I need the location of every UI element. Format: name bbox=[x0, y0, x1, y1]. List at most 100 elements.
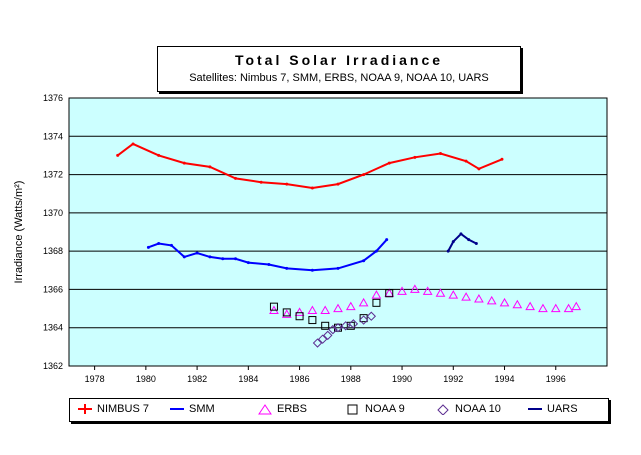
y-tick-label: 1376 bbox=[43, 93, 63, 103]
data-point bbox=[234, 257, 238, 261]
data-point bbox=[182, 255, 186, 259]
legend-marker-noaa10 bbox=[437, 403, 449, 415]
y-tick-label: 1374 bbox=[43, 131, 63, 141]
x-tick-label: 1992 bbox=[443, 374, 463, 384]
data-point bbox=[397, 286, 407, 295]
data-point bbox=[435, 288, 446, 297]
plot-area bbox=[68, 97, 608, 367]
y-tick-label: 1370 bbox=[43, 208, 63, 218]
data-point bbox=[146, 245, 150, 249]
data-point bbox=[571, 301, 582, 311]
chart-subtitle: Satellites: Nimbus 7, SMM, ERBS, NOAA 9,… bbox=[189, 72, 489, 84]
data-point bbox=[182, 161, 186, 165]
data-point bbox=[467, 238, 471, 242]
data-point bbox=[312, 338, 323, 348]
y-tick-label: 1372 bbox=[43, 170, 63, 180]
data-point bbox=[563, 303, 574, 313]
legend-item-noaa10: NOAA 10 bbox=[436, 403, 501, 415]
data-point bbox=[446, 249, 450, 253]
data-point bbox=[348, 319, 359, 329]
legend-marker-nimbus7 bbox=[78, 404, 92, 414]
legend-item-uars: UARS bbox=[528, 403, 578, 415]
data-point bbox=[208, 165, 212, 169]
series-layer bbox=[116, 142, 582, 348]
data-point bbox=[267, 263, 271, 267]
data-point bbox=[385, 238, 389, 242]
x-tick-label: 1980 bbox=[136, 374, 156, 384]
data-point bbox=[234, 176, 238, 180]
data-point bbox=[321, 321, 330, 330]
x-tick-label: 1990 bbox=[392, 374, 412, 384]
data-point bbox=[385, 289, 394, 298]
data-point bbox=[246, 261, 250, 265]
data-point bbox=[285, 266, 289, 270]
y-tick-label: 1362 bbox=[43, 361, 63, 371]
data-point bbox=[358, 315, 369, 325]
data-point bbox=[413, 155, 417, 159]
data-point bbox=[208, 255, 212, 259]
data-point bbox=[282, 308, 291, 317]
data-point bbox=[310, 186, 314, 190]
series-noaa-10 bbox=[312, 311, 377, 348]
data-point bbox=[550, 303, 561, 313]
chart-title: Total Solar Irradiance bbox=[234, 52, 444, 68]
legend: NIMBUS 7 SMM ERBS NOAA 9 NOAA 10 UARS bbox=[69, 398, 609, 422]
data-point bbox=[525, 301, 536, 311]
data-point bbox=[281, 309, 292, 318]
data-point bbox=[317, 334, 328, 344]
legend-marker-erbs bbox=[258, 403, 272, 414]
data-point bbox=[372, 298, 381, 307]
data-point bbox=[336, 266, 340, 270]
legend-item-erbs: ERBS bbox=[258, 403, 307, 415]
legend-marker-uars bbox=[528, 408, 542, 410]
legend-item-nimbus7: NIMBUS 7 bbox=[78, 403, 149, 415]
data-point bbox=[486, 295, 497, 305]
legend-label-erbs: ERBS bbox=[277, 403, 307, 415]
legend-label-noaa10: NOAA 10 bbox=[455, 403, 501, 415]
y-tick-label: 1366 bbox=[43, 284, 63, 294]
data-point bbox=[333, 303, 343, 313]
data-point bbox=[323, 330, 333, 341]
x-tick-label: 1988 bbox=[341, 374, 361, 384]
data-point bbox=[131, 142, 135, 146]
data-point bbox=[362, 259, 366, 263]
legend-item-noaa9: NOAA 9 bbox=[346, 403, 405, 415]
x-tick-label: 1986 bbox=[290, 374, 310, 384]
x-tick-label: 1978 bbox=[85, 374, 105, 384]
data-point bbox=[474, 241, 478, 245]
data-point bbox=[499, 297, 510, 307]
data-point bbox=[328, 324, 338, 335]
data-point bbox=[157, 241, 161, 245]
x-tick-label: 1996 bbox=[546, 374, 566, 384]
data-point bbox=[221, 257, 225, 261]
data-point bbox=[308, 316, 317, 325]
legend-label-nimbus7: NIMBUS 7 bbox=[97, 403, 149, 415]
series-uars bbox=[446, 232, 478, 253]
data-point bbox=[295, 312, 304, 321]
data-point bbox=[259, 180, 263, 184]
legend-marker-smm bbox=[170, 408, 184, 410]
data-point bbox=[500, 157, 504, 161]
data-point bbox=[474, 293, 484, 303]
legend-label-smm: SMM bbox=[189, 403, 215, 415]
data-point bbox=[157, 153, 161, 157]
data-point bbox=[340, 321, 351, 331]
series-line bbox=[148, 239, 388, 272]
data-point bbox=[538, 303, 548, 313]
x-tick-label: 1984 bbox=[238, 374, 258, 384]
y-tick-label: 1364 bbox=[43, 323, 63, 333]
data-point bbox=[333, 323, 343, 333]
data-point bbox=[438, 152, 442, 156]
data-point bbox=[359, 314, 368, 323]
data-point bbox=[310, 268, 314, 272]
y-axis: 1362 1364 1366 1368 1370 1372 1374 1376 bbox=[43, 93, 63, 371]
data-point bbox=[294, 307, 305, 316]
data-point bbox=[366, 311, 377, 321]
x-axis: 1978 1980 1982 1984 1986 1988 1990 1992 1994 1996 bbox=[85, 366, 566, 384]
legend-item-smm: SMM bbox=[170, 403, 215, 415]
y-axis-label: Irradiance (Watts/m²) bbox=[13, 181, 25, 284]
data-point bbox=[336, 182, 340, 186]
data-point bbox=[358, 297, 369, 307]
data-point bbox=[362, 173, 366, 177]
